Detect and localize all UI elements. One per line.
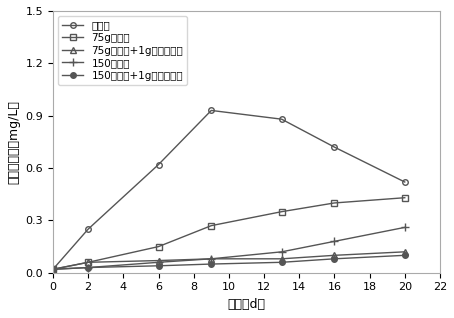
150方解石+1g羟基磷灰石: [85, 266, 91, 269]
75g方解石: [279, 210, 284, 214]
150方解石: [50, 267, 56, 271]
Line: 75g方解石+1g羟基磷灰石: 75g方解石+1g羟基磷灰石: [50, 249, 408, 272]
150方解石+1g羟基磷灰石: [156, 264, 161, 268]
75g方解石: [85, 260, 91, 264]
Y-axis label: 上覆水浓度（mg/L）: 上覆水浓度（mg/L）: [7, 100, 20, 184]
75g方解石: [208, 224, 214, 228]
对照组: [85, 227, 91, 231]
X-axis label: 时间（d）: 时间（d）: [227, 298, 266, 311]
150方解石+1g羟基磷灰石: [332, 257, 337, 261]
75g方解石: [332, 201, 337, 205]
150方解石: [279, 250, 284, 254]
对照组: [402, 180, 408, 184]
150方解石: [156, 260, 161, 264]
75g方解石: [156, 245, 161, 248]
Line: 150方解石+1g羟基磷灰石: 150方解石+1g羟基磷灰石: [50, 252, 408, 272]
Legend: 对照组, 75g方解石, 75g方解石+1g羟基磷灰石, 150方解石, 150方解石+1g羟基磷灰石: 对照组, 75g方解石, 75g方解石+1g羟基磷灰石, 150方解石, 150…: [58, 16, 188, 85]
75g方解石: [402, 196, 408, 200]
150方解石: [332, 239, 337, 243]
150方解石: [208, 257, 214, 261]
Line: 75g方解石: 75g方解石: [50, 195, 408, 272]
150方解石+1g羟基磷灰石: [50, 267, 56, 271]
150方解石: [85, 266, 91, 269]
150方解石+1g羟基磷灰石: [208, 262, 214, 266]
150方解石+1g羟基磷灰石: [402, 253, 408, 257]
150方解石+1g羟基磷灰石: [279, 260, 284, 264]
Line: 150方解石: 150方解石: [49, 223, 409, 273]
75g方解石+1g羟基磷灰石: [50, 267, 56, 271]
对照组: [279, 117, 284, 121]
75g方解石+1g羟基磷灰石: [402, 250, 408, 254]
75g方解石+1g羟基磷灰石: [208, 257, 214, 261]
150方解石: [402, 225, 408, 229]
75g方解石+1g羟基磷灰石: [85, 260, 91, 264]
75g方解石+1g羟基磷灰石: [332, 253, 337, 257]
75g方解石+1g羟基磷灰石: [156, 259, 161, 262]
Line: 对照组: 对照组: [50, 108, 408, 272]
对照组: [208, 108, 214, 112]
对照组: [332, 145, 337, 149]
75g方解石: [50, 267, 56, 271]
对照组: [156, 162, 161, 166]
75g方解石+1g羟基磷灰石: [279, 257, 284, 261]
对照组: [50, 267, 56, 271]
